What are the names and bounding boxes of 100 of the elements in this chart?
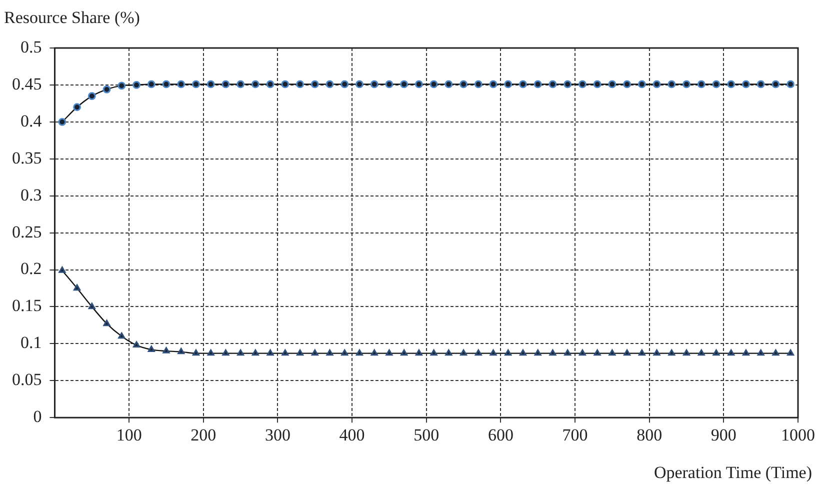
point bbox=[370, 80, 378, 88]
point bbox=[162, 80, 170, 88]
point bbox=[608, 80, 616, 88]
point bbox=[266, 349, 274, 356]
point bbox=[578, 80, 586, 88]
y-tick-label: 0.3 bbox=[20, 185, 42, 204]
point bbox=[310, 80, 319, 88]
point bbox=[132, 81, 140, 89]
point bbox=[414, 80, 423, 88]
x-tick-label: 900 bbox=[710, 425, 736, 444]
point bbox=[251, 80, 260, 88]
y-tick-label: 0.45 bbox=[12, 74, 42, 94]
point bbox=[192, 80, 200, 88]
point bbox=[490, 349, 497, 356]
point bbox=[504, 80, 512, 88]
point bbox=[608, 349, 616, 356]
y-tick-label: 0 bbox=[33, 407, 42, 426]
point bbox=[712, 349, 720, 356]
point bbox=[341, 349, 348, 356]
point bbox=[564, 80, 572, 88]
point bbox=[356, 80, 364, 88]
point bbox=[102, 85, 111, 94]
point bbox=[638, 349, 646, 356]
point bbox=[222, 349, 230, 356]
x-tick-label: 500 bbox=[414, 425, 440, 444]
y-tick-label: 0.15 bbox=[12, 296, 42, 316]
point bbox=[756, 80, 765, 88]
point bbox=[430, 349, 438, 356]
y-tick-label: 0.2 bbox=[20, 259, 42, 278]
point bbox=[519, 349, 527, 356]
point bbox=[88, 302, 96, 310]
point bbox=[118, 82, 126, 90]
point bbox=[192, 349, 200, 356]
point bbox=[757, 349, 764, 356]
point bbox=[178, 348, 185, 354]
point bbox=[772, 80, 780, 88]
point bbox=[148, 346, 155, 352]
y-tick-label: 0.25 bbox=[12, 222, 42, 242]
x-tick-label: 400 bbox=[339, 425, 365, 444]
point bbox=[236, 80, 245, 88]
point bbox=[326, 349, 334, 356]
x-tick-label: 200 bbox=[190, 425, 216, 444]
point bbox=[504, 349, 512, 356]
point bbox=[103, 320, 110, 326]
point bbox=[668, 349, 676, 356]
point bbox=[326, 80, 334, 88]
point bbox=[742, 349, 750, 356]
point bbox=[623, 80, 631, 88]
point bbox=[252, 349, 259, 356]
point bbox=[296, 349, 304, 356]
point bbox=[668, 80, 676, 88]
y-tick-label: 0.4 bbox=[20, 111, 42, 130]
point bbox=[712, 80, 720, 88]
x-tick-label: 100 bbox=[116, 425, 142, 444]
point bbox=[697, 80, 706, 88]
x-tick-label: 800 bbox=[636, 425, 662, 444]
point bbox=[698, 349, 705, 356]
point bbox=[132, 341, 140, 348]
point bbox=[266, 80, 274, 88]
point bbox=[682, 80, 690, 88]
x-axis-title: Operation Time (Time) bbox=[654, 463, 812, 482]
point bbox=[460, 349, 468, 356]
point bbox=[549, 349, 556, 356]
point bbox=[73, 103, 81, 112]
point bbox=[415, 349, 422, 356]
point bbox=[88, 92, 96, 100]
point bbox=[727, 80, 736, 88]
point bbox=[682, 349, 690, 356]
point bbox=[460, 80, 468, 88]
point bbox=[474, 80, 482, 88]
point bbox=[653, 349, 660, 356]
point bbox=[74, 284, 81, 291]
point bbox=[474, 349, 482, 356]
point bbox=[282, 349, 289, 356]
point bbox=[489, 80, 498, 88]
point bbox=[772, 349, 780, 356]
y-tick-label: 0.1 bbox=[20, 333, 42, 352]
y-tick-label: 0.5 bbox=[20, 37, 42, 56]
point bbox=[652, 80, 661, 88]
point bbox=[786, 80, 795, 88]
point bbox=[534, 349, 542, 356]
point bbox=[578, 349, 586, 356]
point bbox=[564, 349, 572, 356]
point bbox=[787, 349, 794, 356]
point bbox=[400, 80, 408, 88]
point bbox=[445, 349, 452, 356]
point bbox=[207, 349, 214, 356]
point bbox=[206, 80, 215, 88]
point bbox=[162, 347, 170, 354]
point bbox=[400, 349, 408, 356]
point bbox=[58, 266, 66, 273]
y-axis-title: Resource Share (%) bbox=[4, 8, 140, 27]
point bbox=[594, 349, 601, 356]
x-tick-label: 1000 bbox=[781, 425, 815, 444]
point bbox=[340, 80, 349, 88]
point bbox=[118, 332, 126, 339]
point bbox=[444, 80, 453, 88]
point bbox=[296, 80, 304, 88]
point bbox=[519, 80, 527, 88]
point bbox=[237, 349, 244, 356]
